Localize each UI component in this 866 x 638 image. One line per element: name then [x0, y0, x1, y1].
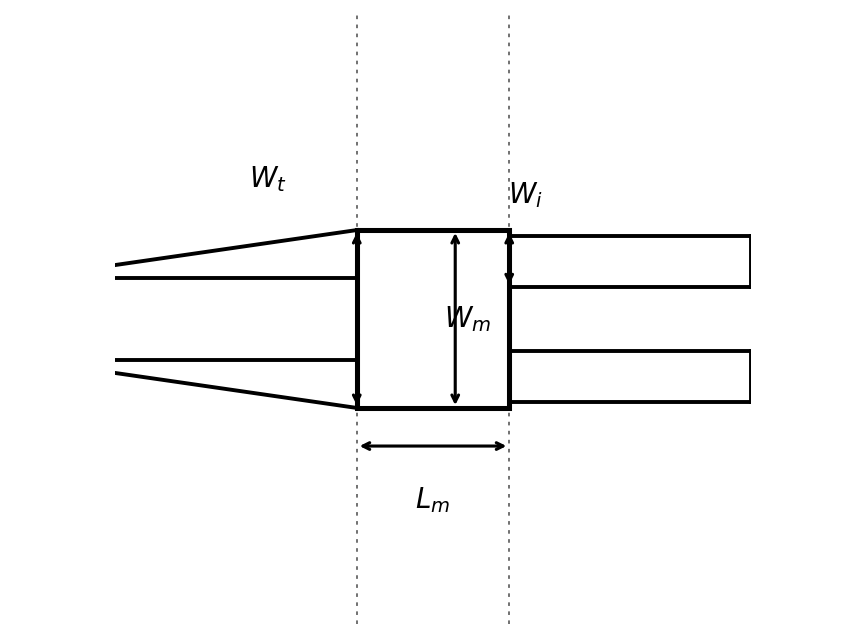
Text: W$_i$: W$_i$ [507, 180, 543, 210]
Text: W$_m$: W$_m$ [444, 304, 492, 334]
Bar [357, 230, 509, 408]
Text: W$_t$: W$_t$ [249, 165, 287, 194]
Text: L$_m$: L$_m$ [416, 485, 450, 515]
